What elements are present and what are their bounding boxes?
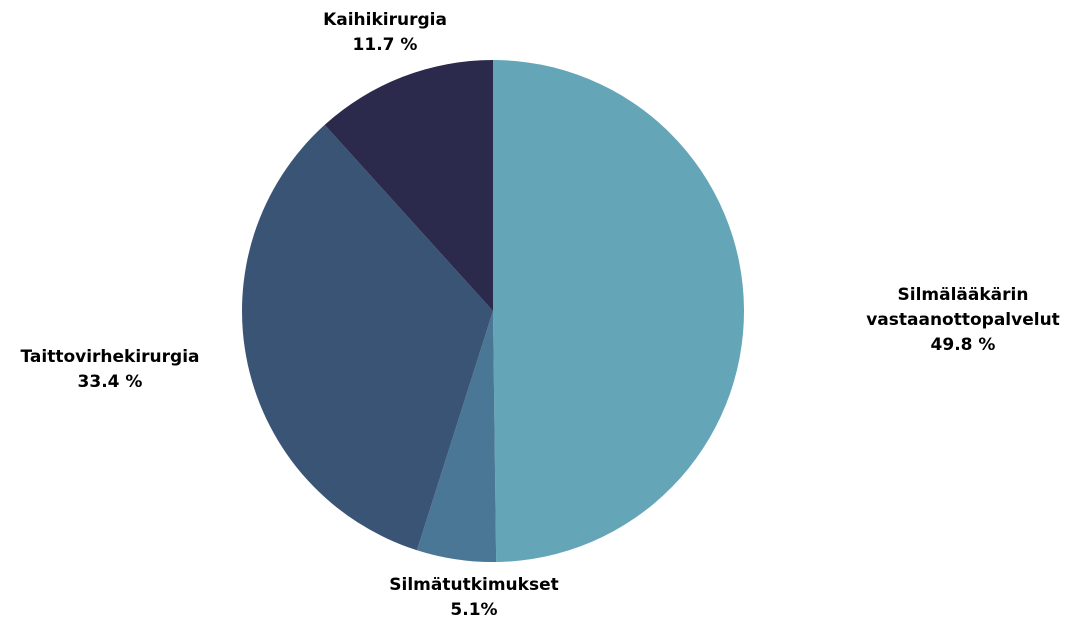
category-label: Kaihikirurgia bbox=[323, 10, 447, 30]
slice-label: Silmälääkärin vastaanottopalvelut 49.8 % bbox=[863, 283, 1063, 358]
slice-label: Kaihikirurgia 11.7 % bbox=[285, 8, 485, 58]
category-label: Silmälääkärin vastaanottopalvelut bbox=[866, 285, 1060, 330]
slice-label: Taittovirhekirurgia 33.4 % bbox=[0, 345, 220, 395]
category-label: Silmätutkimukset bbox=[389, 575, 559, 595]
pie-slice bbox=[242, 124, 493, 551]
pie-slice bbox=[493, 60, 744, 562]
value-label: 11.7 % bbox=[352, 35, 418, 55]
value-label: 5.1% bbox=[450, 600, 498, 620]
category-label: Taittovirhekirurgia bbox=[20, 347, 200, 367]
value-label: 49.8 % bbox=[930, 335, 996, 355]
pie-slice bbox=[416, 311, 497, 562]
pie-slice bbox=[324, 60, 493, 311]
value-label: 33.4 % bbox=[77, 372, 143, 392]
slice-label: Silmätutkimukset 5.1% bbox=[364, 573, 584, 623]
